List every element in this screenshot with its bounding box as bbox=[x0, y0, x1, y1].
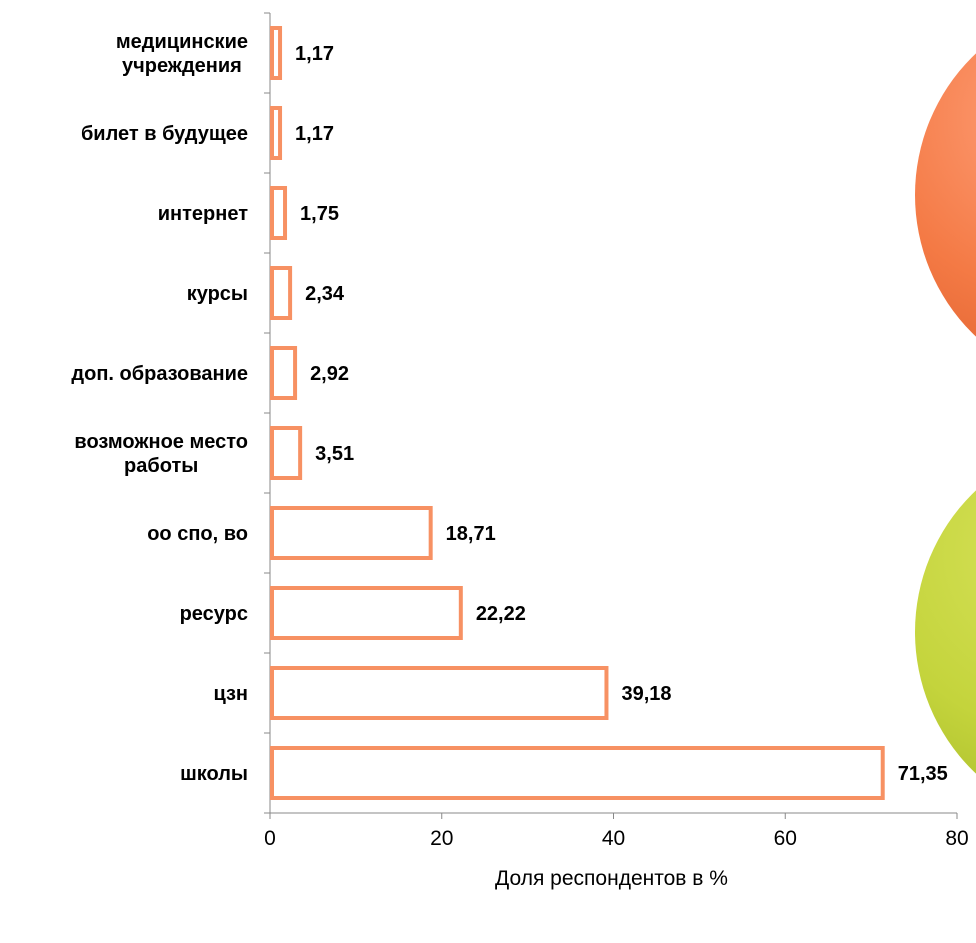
data-label: 1,17 bbox=[295, 43, 334, 65]
bar bbox=[272, 668, 606, 718]
bar bbox=[272, 188, 285, 238]
x-tick-label: 40 bbox=[602, 827, 625, 850]
decorative-orange-circle bbox=[915, 0, 976, 390]
data-label: 2,34 bbox=[305, 283, 345, 305]
x-tick-label: 80 bbox=[945, 827, 968, 850]
category-label: курсы bbox=[187, 283, 248, 305]
category-label: цзн bbox=[213, 683, 248, 705]
bar bbox=[272, 268, 290, 318]
data-label: 2,92 bbox=[310, 363, 349, 385]
category-label: ресурс bbox=[180, 603, 248, 625]
category-label: медицинские bbox=[116, 31, 248, 53]
category-label: работы bbox=[124, 455, 198, 477]
category-label: возможное место bbox=[74, 431, 248, 453]
x-tick-label: 0 bbox=[264, 827, 276, 850]
bar bbox=[272, 28, 280, 78]
bar bbox=[272, 748, 883, 798]
data-label: 1,17 bbox=[295, 123, 334, 145]
plot-area: 0 20 40 60 80 Доля респондентов в % медицински… bbox=[71, 13, 968, 890]
bar bbox=[272, 108, 280, 158]
x-axis-title: Доля респондентов в % bbox=[495, 867, 728, 890]
category-label: оо спо, во bbox=[147, 523, 248, 545]
bar bbox=[272, 508, 431, 558]
category-label: школы bbox=[180, 763, 248, 785]
data-label: 71,35 bbox=[898, 763, 948, 785]
category-label: учреждения bbox=[122, 55, 242, 77]
category-label: доп. образование bbox=[71, 363, 248, 385]
category-label: билет в будущее bbox=[81, 123, 248, 145]
x-tick-label: 20 bbox=[430, 827, 453, 850]
data-label: 39,18 bbox=[621, 683, 671, 705]
bar bbox=[272, 348, 295, 398]
data-label: 18,71 bbox=[446, 523, 496, 545]
data-label: 22,22 bbox=[476, 603, 526, 625]
category-label: интернет bbox=[158, 203, 248, 225]
bar bbox=[272, 588, 461, 638]
data-label: 1,75 bbox=[300, 203, 339, 225]
bar bbox=[272, 428, 300, 478]
x-tick-label: 60 bbox=[774, 827, 797, 850]
data-label: 3,51 bbox=[315, 443, 354, 465]
